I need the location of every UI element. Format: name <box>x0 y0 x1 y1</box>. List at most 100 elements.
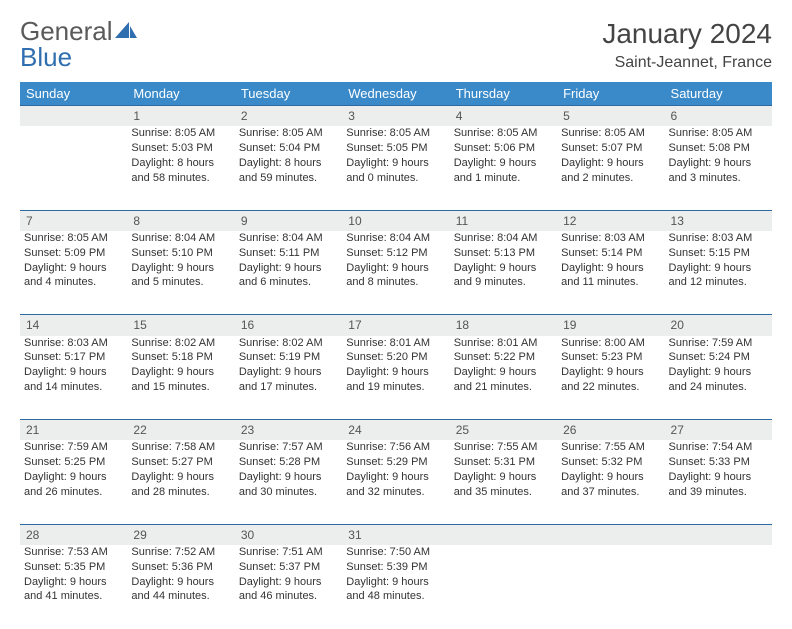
sunrise-text: Sunrise: 7:56 AM <box>346 440 445 455</box>
day-number: 4 <box>450 106 557 127</box>
day-number: 2 <box>235 106 342 127</box>
sunrise-text: Sunrise: 8:04 AM <box>346 231 445 246</box>
daylight-text: Daylight: 9 hours <box>454 156 553 171</box>
daylight-text: and 15 minutes. <box>131 380 230 395</box>
sunrise-text: Sunrise: 8:03 AM <box>24 336 123 351</box>
daylight-text: Daylight: 9 hours <box>561 261 660 276</box>
sunset-text: Sunset: 5:14 PM <box>561 246 660 261</box>
day-number: 28 <box>20 524 127 545</box>
daylight-text: Daylight: 9 hours <box>239 470 338 485</box>
weekday-header: Monday <box>127 82 234 106</box>
daylight-text: Daylight: 9 hours <box>131 470 230 485</box>
daylight-text: Daylight: 9 hours <box>346 261 445 276</box>
sunset-text: Sunset: 5:07 PM <box>561 141 660 156</box>
daylight-text: Daylight: 9 hours <box>24 261 123 276</box>
day-number: 26 <box>557 420 664 441</box>
daylight-text: Daylight: 9 hours <box>239 261 338 276</box>
day-number: 22 <box>127 420 234 441</box>
sunrise-text: Sunrise: 7:57 AM <box>239 440 338 455</box>
sunrise-text: Sunrise: 8:03 AM <box>561 231 660 246</box>
sunset-text: Sunset: 5:15 PM <box>669 246 768 261</box>
day-number: 23 <box>235 420 342 441</box>
day-content-row: Sunrise: 8:05 AMSunset: 5:09 PMDaylight:… <box>20 231 772 315</box>
daylight-text: and 28 minutes. <box>131 485 230 500</box>
day-number <box>450 524 557 545</box>
sunrise-text: Sunrise: 8:00 AM <box>561 336 660 351</box>
day-number: 27 <box>665 420 772 441</box>
sunrise-text: Sunrise: 8:05 AM <box>454 126 553 141</box>
daylight-text: Daylight: 9 hours <box>346 575 445 590</box>
sunrise-text: Sunrise: 7:59 AM <box>24 440 123 455</box>
daylight-text: and 59 minutes. <box>239 171 338 186</box>
sunrise-text: Sunrise: 7:50 AM <box>346 545 445 560</box>
sunrise-text: Sunrise: 8:05 AM <box>239 126 338 141</box>
day-cell: Sunrise: 8:04 AMSunset: 5:13 PMDaylight:… <box>450 231 557 315</box>
day-cell: Sunrise: 8:04 AMSunset: 5:12 PMDaylight:… <box>342 231 449 315</box>
day-content-row: Sunrise: 8:03 AMSunset: 5:17 PMDaylight:… <box>20 336 772 420</box>
day-cell: Sunrise: 7:55 AMSunset: 5:32 PMDaylight:… <box>557 440 664 524</box>
sunrise-text: Sunrise: 7:58 AM <box>131 440 230 455</box>
sunrise-text: Sunrise: 8:03 AM <box>669 231 768 246</box>
daylight-text: Daylight: 9 hours <box>669 261 768 276</box>
daylight-text: and 22 minutes. <box>561 380 660 395</box>
daylight-text: and 19 minutes. <box>346 380 445 395</box>
sunrise-text: Sunrise: 7:55 AM <box>561 440 660 455</box>
day-cell: Sunrise: 8:05 AMSunset: 5:06 PMDaylight:… <box>450 126 557 210</box>
daylight-text: Daylight: 9 hours <box>24 365 123 380</box>
sunrise-text: Sunrise: 7:52 AM <box>131 545 230 560</box>
day-cell: Sunrise: 8:05 AMSunset: 5:07 PMDaylight:… <box>557 126 664 210</box>
sunrise-text: Sunrise: 8:05 AM <box>669 126 768 141</box>
sunset-text: Sunset: 5:23 PM <box>561 350 660 365</box>
day-cell: Sunrise: 8:04 AMSunset: 5:11 PMDaylight:… <box>235 231 342 315</box>
day-content-row: Sunrise: 7:53 AMSunset: 5:35 PMDaylight:… <box>20 545 772 629</box>
location: Saint-Jeannet, France <box>602 54 772 72</box>
daylight-text: and 44 minutes. <box>131 589 230 604</box>
day-cell: Sunrise: 8:05 AMSunset: 5:05 PMDaylight:… <box>342 126 449 210</box>
daylight-text: Daylight: 9 hours <box>561 365 660 380</box>
sunrise-text: Sunrise: 8:02 AM <box>131 336 230 351</box>
sunrise-text: Sunrise: 8:04 AM <box>239 231 338 246</box>
day-cell: Sunrise: 8:05 AMSunset: 5:08 PMDaylight:… <box>665 126 772 210</box>
day-cell: Sunrise: 8:01 AMSunset: 5:20 PMDaylight:… <box>342 336 449 420</box>
day-number: 12 <box>557 210 664 231</box>
calendar-table: Sunday Monday Tuesday Wednesday Thursday… <box>20 82 772 629</box>
sunset-text: Sunset: 5:09 PM <box>24 246 123 261</box>
day-content-row: Sunrise: 8:05 AMSunset: 5:03 PMDaylight:… <box>20 126 772 210</box>
day-number: 11 <box>450 210 557 231</box>
day-cell: Sunrise: 7:50 AMSunset: 5:39 PMDaylight:… <box>342 545 449 629</box>
day-number-row: 14151617181920 <box>20 315 772 336</box>
sunset-text: Sunset: 5:24 PM <box>669 350 768 365</box>
day-cell: Sunrise: 8:03 AMSunset: 5:14 PMDaylight:… <box>557 231 664 315</box>
day-number: 9 <box>235 210 342 231</box>
daylight-text: Daylight: 8 hours <box>239 156 338 171</box>
daylight-text: Daylight: 9 hours <box>346 470 445 485</box>
sunset-text: Sunset: 5:08 PM <box>669 141 768 156</box>
daylight-text: Daylight: 9 hours <box>346 156 445 171</box>
day-cell: Sunrise: 8:01 AMSunset: 5:22 PMDaylight:… <box>450 336 557 420</box>
daylight-text: and 58 minutes. <box>131 171 230 186</box>
weekday-header: Tuesday <box>235 82 342 106</box>
day-number: 6 <box>665 106 772 127</box>
title-block: January 2024 Saint-Jeannet, France <box>602 18 772 72</box>
day-number-row: 78910111213 <box>20 210 772 231</box>
day-number: 7 <box>20 210 127 231</box>
logo-text: General Blue <box>20 18 137 70</box>
daylight-text: and 46 minutes. <box>239 589 338 604</box>
logo: General Blue <box>20 18 137 70</box>
logo-word2: Blue <box>20 42 72 72</box>
day-cell: Sunrise: 8:03 AMSunset: 5:15 PMDaylight:… <box>665 231 772 315</box>
daylight-text: and 39 minutes. <box>669 485 768 500</box>
sunset-text: Sunset: 5:04 PM <box>239 141 338 156</box>
sunrise-text: Sunrise: 8:02 AM <box>239 336 338 351</box>
day-cell <box>20 126 127 210</box>
day-number: 15 <box>127 315 234 336</box>
day-number: 14 <box>20 315 127 336</box>
daylight-text: and 12 minutes. <box>669 275 768 290</box>
day-content-row: Sunrise: 7:59 AMSunset: 5:25 PMDaylight:… <box>20 440 772 524</box>
sunset-text: Sunset: 5:10 PM <box>131 246 230 261</box>
day-cell: Sunrise: 8:05 AMSunset: 5:04 PMDaylight:… <box>235 126 342 210</box>
day-number: 21 <box>20 420 127 441</box>
daylight-text: Daylight: 9 hours <box>669 156 768 171</box>
day-number-row: 123456 <box>20 106 772 127</box>
sunrise-text: Sunrise: 8:04 AM <box>131 231 230 246</box>
